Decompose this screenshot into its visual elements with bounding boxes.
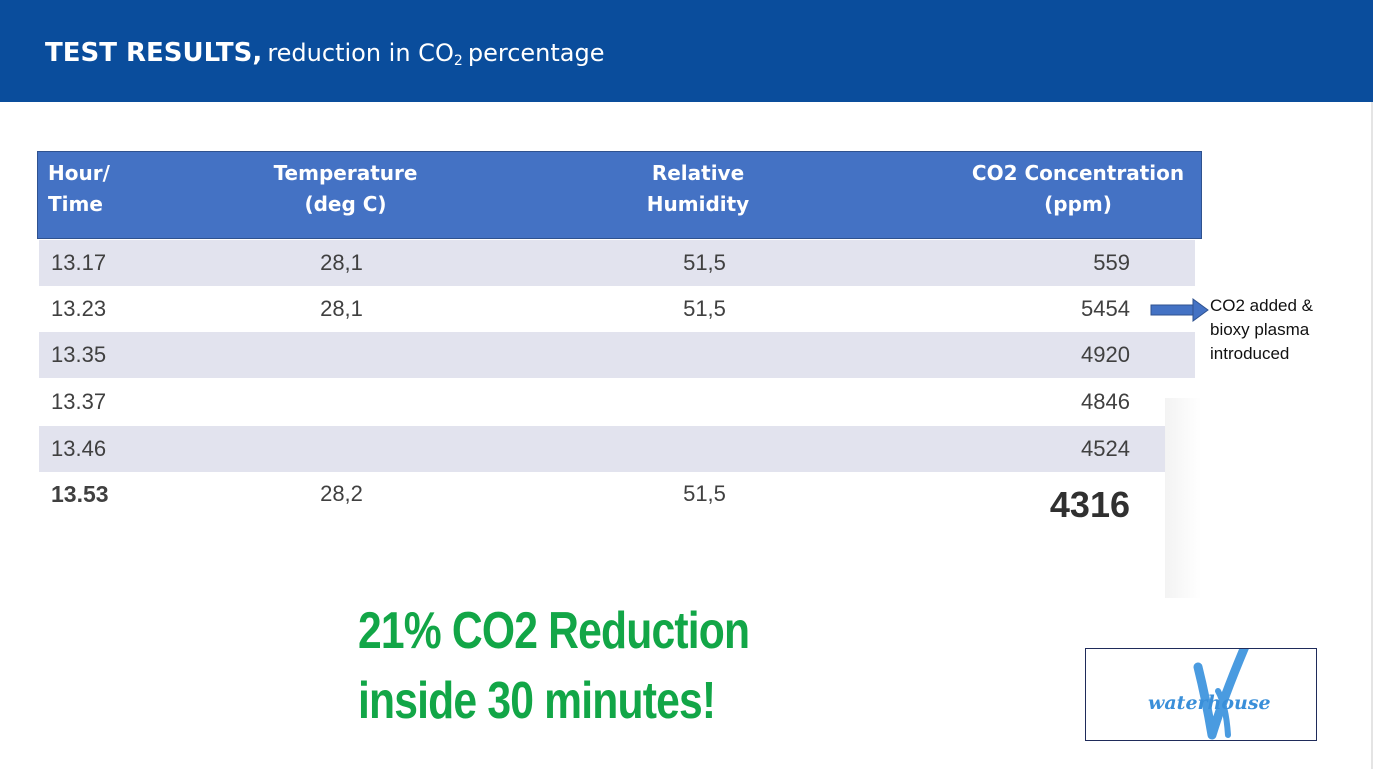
cell-co2: 4316 xyxy=(1049,484,1130,525)
cell-co2: 4920 xyxy=(1081,342,1130,367)
waterhouse-logo: waterhouse xyxy=(1085,616,1317,741)
cell-humidity: 51,5 xyxy=(683,296,726,321)
table-row: 13.17 28,1 51,5 559 xyxy=(39,240,1195,286)
cell-temperature: 28,2 xyxy=(320,481,363,506)
cell-co2: 559 xyxy=(1093,250,1130,275)
cell-time: 13.46 xyxy=(51,436,107,461)
cell-time: 13.35 xyxy=(51,342,107,367)
annotation-note: CO2 added & bioxy plasma introduced xyxy=(1210,296,1314,363)
cell-humidity: 51,5 xyxy=(683,481,726,506)
reduction-callout: 21% CO2 Reduction inside 30 minutes! xyxy=(358,602,750,730)
cell-temperature: 28,1 xyxy=(320,250,363,275)
logo-mark-icon: waterhouse xyxy=(1148,616,1271,740)
cell-co2: 5454 xyxy=(1081,296,1130,321)
page-title: TEST RESULTS, reduction in CO2 percentag… xyxy=(45,38,605,69)
cell-time: 13.17 xyxy=(51,250,107,275)
col-header-co2: CO2 Concentration (ppm) xyxy=(971,161,1185,216)
cell-temperature: 28,1 xyxy=(320,296,363,321)
header-bar xyxy=(0,0,1373,102)
table-row: 13.46 4524 xyxy=(39,426,1195,472)
logo-text: waterhouse xyxy=(1148,692,1271,714)
table-row: 13.23 28,1 51,5 5454 xyxy=(39,286,1195,332)
results-table: Hour/ Time Temperature (deg C) Relative … xyxy=(37,151,1202,525)
table-header: Hour/ Time Temperature (deg C) Relative … xyxy=(37,151,1202,239)
cell-co2: 4846 xyxy=(1081,389,1130,414)
cell-time: 13.37 xyxy=(51,389,107,414)
cell-co2: 4524 xyxy=(1081,436,1130,461)
title-tail: percentage xyxy=(467,39,605,67)
title-bold: TEST RESULTS, xyxy=(45,38,263,68)
table-row: 13.35 4920 xyxy=(39,332,1195,378)
title-rest: reduction in CO xyxy=(267,39,454,67)
cell-time: 13.53 xyxy=(51,481,109,507)
title-subscript: 2 xyxy=(453,53,463,70)
cell-time: 13.23 xyxy=(51,296,107,321)
col-header-temperature: Temperature (deg C) xyxy=(273,161,418,216)
table-row: 13.37 4846 xyxy=(39,379,1195,425)
table-row: 13.53 28,2 51,5 4316 xyxy=(39,472,1195,525)
decorative-shade xyxy=(1165,398,1201,598)
col-header-humidity: Relative Humidity xyxy=(646,161,750,216)
slide-edge xyxy=(1371,102,1373,769)
arrow-right-icon xyxy=(1150,298,1209,322)
col-header-time: Hour/ Time xyxy=(48,161,110,216)
cell-humidity: 51,5 xyxy=(683,250,726,275)
